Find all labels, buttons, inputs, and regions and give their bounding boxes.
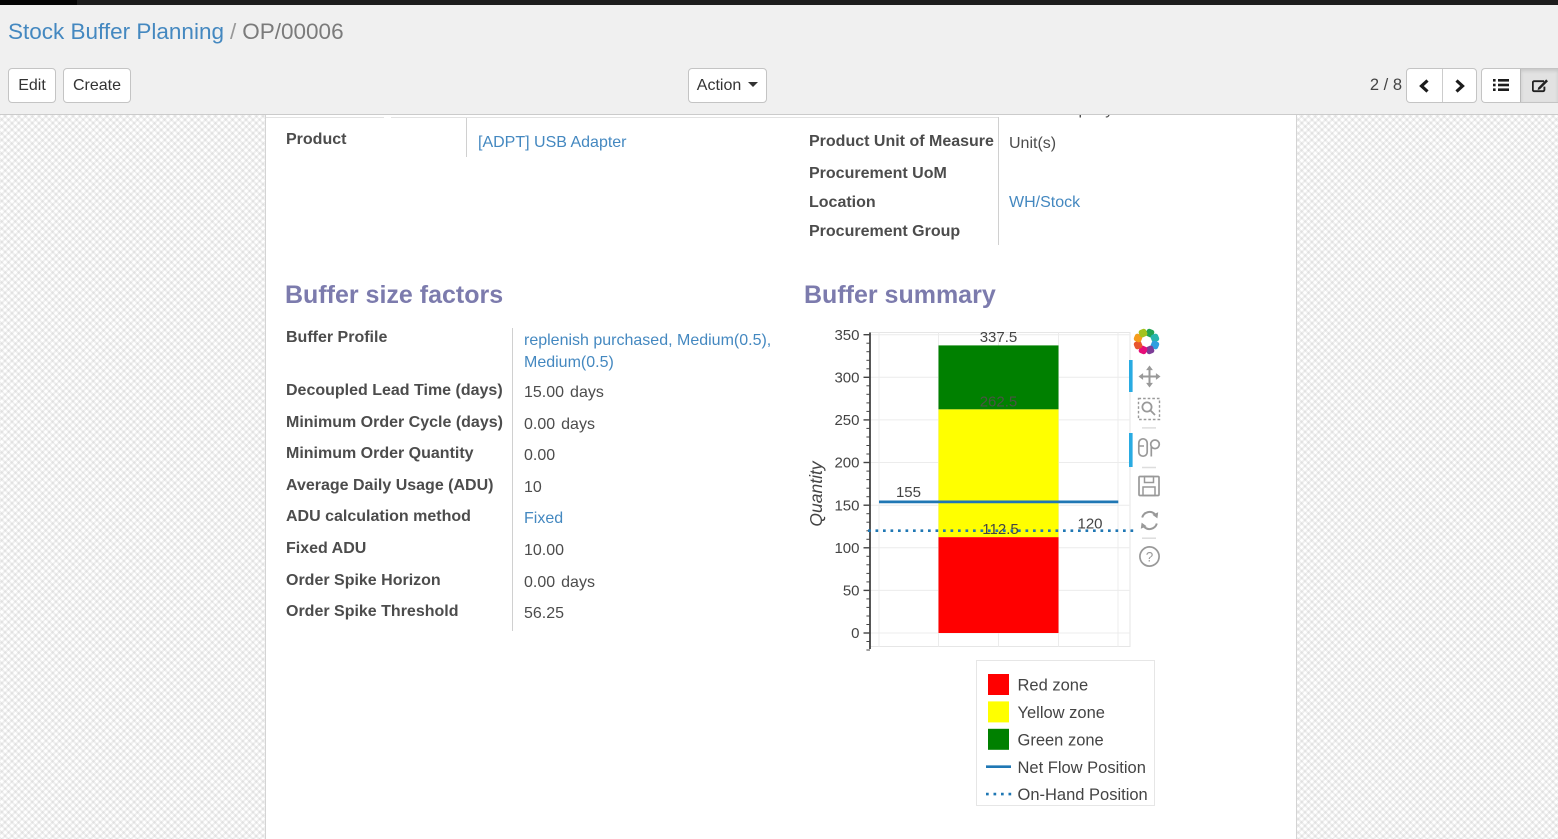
svg-text:Yellow zone: Yellow zone — [1018, 704, 1105, 722]
svg-text:120: 120 — [1077, 516, 1102, 533]
svg-text:Green zone: Green zone — [1018, 731, 1104, 749]
svg-text:350: 350 — [834, 327, 859, 344]
svg-text:112.5: 112.5 — [982, 521, 1018, 538]
svg-text:?: ? — [1146, 550, 1154, 565]
svg-text:Red zone: Red zone — [1018, 677, 1089, 695]
svg-text:200: 200 — [834, 455, 859, 472]
svg-text:155: 155 — [896, 484, 921, 501]
svg-text:250: 250 — [834, 412, 859, 429]
svg-text:On-Hand Position: On-Hand Position — [1018, 786, 1148, 804]
svg-text:50: 50 — [843, 583, 860, 600]
svg-text:Net Flow Position: Net Flow Position — [1018, 759, 1146, 777]
svg-text:262.5: 262.5 — [980, 394, 1018, 411]
svg-text:150: 150 — [834, 497, 859, 514]
svg-text:300: 300 — [834, 370, 859, 387]
svg-text:Quantity: Quantity — [806, 460, 826, 526]
svg-text:0: 0 — [851, 625, 859, 642]
svg-text:337.5: 337.5 — [980, 329, 1018, 346]
svg-text:100: 100 — [834, 540, 859, 557]
